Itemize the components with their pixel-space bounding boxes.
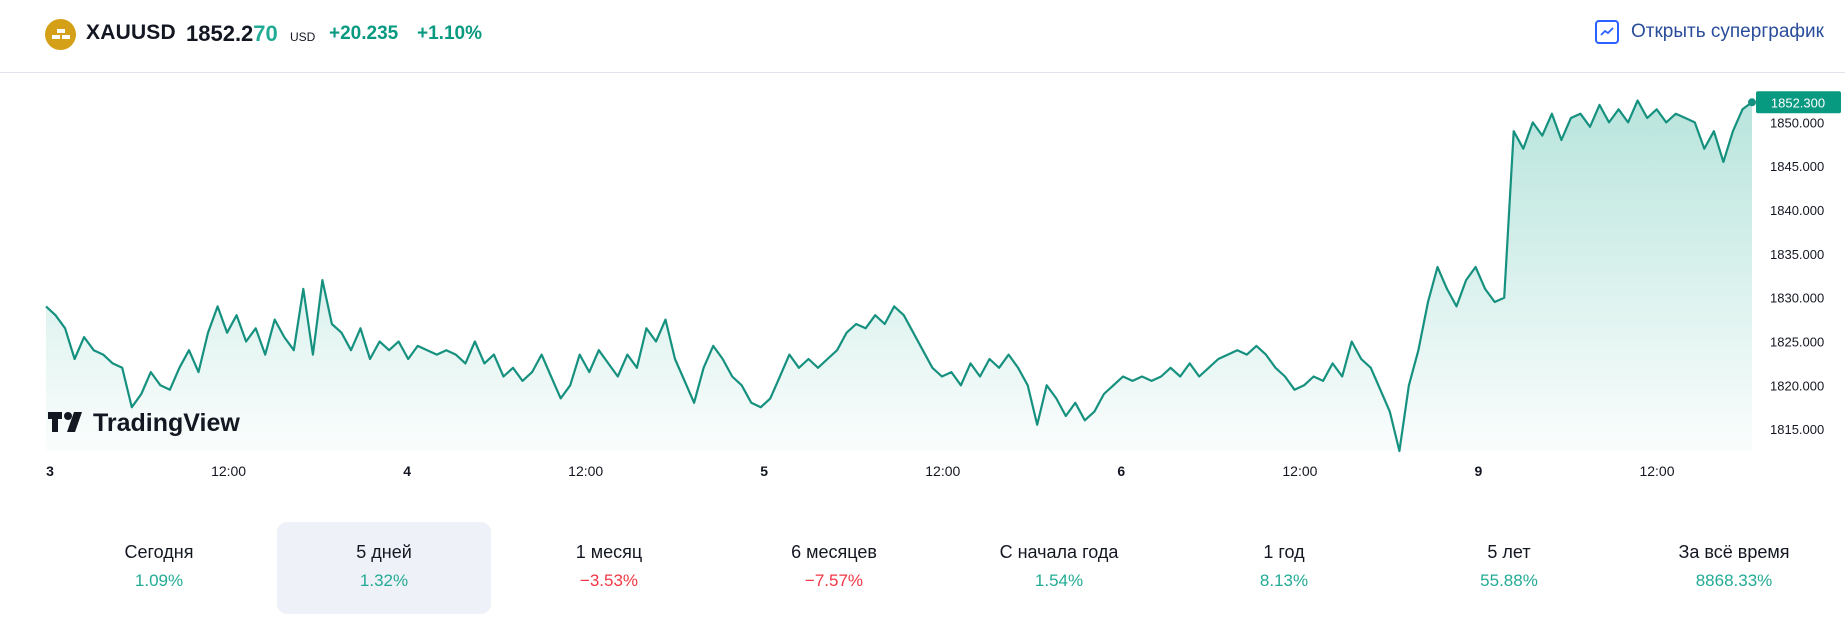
last-price-label: 1852.300 xyxy=(1771,95,1825,110)
x-tick-label: 12:00 xyxy=(1639,463,1674,479)
watermark-text: TradingView xyxy=(93,409,240,437)
last-price: 1852.270 xyxy=(186,21,278,47)
tradingview-watermark: TradingView xyxy=(48,409,240,437)
y-tick-label: 1830.000 xyxy=(1770,291,1824,306)
y-tick-label: 1825.000 xyxy=(1770,335,1824,350)
period-label: 1 год xyxy=(1263,542,1305,562)
chart-line-icon xyxy=(1595,20,1619,44)
period-tab-today[interactable]: Сегодня 1.09% xyxy=(52,522,266,614)
x-tick-label: 12:00 xyxy=(568,463,603,479)
period-value: 1.09% xyxy=(134,571,184,590)
period-value: 55.88% xyxy=(1480,571,1538,590)
y-tick-label: 1845.000 xyxy=(1770,159,1824,174)
x-tick-label: 12:00 xyxy=(211,463,246,479)
period-value: 8868.33% xyxy=(1695,571,1773,590)
period-value: −7.57% xyxy=(804,571,864,590)
period-value: −3.53% xyxy=(579,571,639,590)
price-main: 1852.2 xyxy=(186,21,254,46)
period-value: 1.32% xyxy=(359,571,409,590)
period-label: 1 месяц xyxy=(575,542,643,562)
price-last-digits: 70 xyxy=(253,21,278,46)
series-line xyxy=(45,99,1753,453)
series-area xyxy=(46,100,1752,451)
y-tick-label: 1820.000 xyxy=(1770,378,1824,393)
currency-label: USD xyxy=(290,30,316,44)
period-tab-ytd[interactable]: С начала года 1.54% xyxy=(952,522,1166,614)
period-tab-1-month[interactable]: 1 месяц −3.53% xyxy=(502,522,716,614)
x-tick-label: 6 xyxy=(1117,463,1125,479)
gold-icon xyxy=(45,19,76,50)
price-chart[interactable]: 1815.000 1820.000 1825.000 1830.000 1835.000… xyxy=(0,73,1845,493)
period-value: 1.54% xyxy=(1034,571,1084,590)
x-axis: 3 12:00 4 12:00 5 12:00 6 12:00 9 12:00 xyxy=(46,463,1675,479)
period-label: 5 лет xyxy=(1487,542,1531,562)
last-price-box xyxy=(1756,91,1841,114)
open-supergraph-button[interactable]: Открыть суперграфик xyxy=(1595,20,1824,44)
x-tick-label: 4 xyxy=(403,463,411,479)
period-label: 6 месяцев xyxy=(791,542,877,562)
period-label: Сегодня xyxy=(124,542,194,562)
price-change: +20.235 xyxy=(329,23,399,44)
period-label: 5 дней xyxy=(356,542,412,562)
price-change-percent: +1.10% xyxy=(417,23,482,44)
x-tick-label: 12:00 xyxy=(925,463,960,479)
last-price-marker: 1852.300 xyxy=(1748,91,1841,114)
last-point xyxy=(1748,98,1756,107)
y-tick-label: 1835.000 xyxy=(1770,247,1824,262)
y-axis: 1815.000 1820.000 1825.000 1830.000 1835.000… xyxy=(1770,115,1824,437)
y-tick-label: 1815.000 xyxy=(1770,422,1824,437)
y-tick-label: 1850.000 xyxy=(1770,115,1824,130)
x-tick-label: 3 xyxy=(46,463,54,479)
symbol-name[interactable]: XAUUSD xyxy=(86,21,176,44)
period-label: За всё время xyxy=(1678,542,1790,562)
open-supergraph-label: Открыть суперграфик xyxy=(1631,21,1824,42)
period-tab-1-year[interactable]: 1 год 8.13% xyxy=(1177,522,1391,614)
period-tab-5-years[interactable]: 5 лет 55.88% xyxy=(1402,522,1616,614)
period-tab-6-months[interactable]: 6 месяцев −7.57% xyxy=(727,522,941,614)
period-tab-5-days[interactable]: 5 дней 1.32% xyxy=(277,522,491,614)
x-tick-label: 5 xyxy=(760,463,768,479)
period-value: 8.13% xyxy=(1259,571,1309,590)
period-label: С начала года xyxy=(999,542,1119,562)
x-tick-label: 9 xyxy=(1475,463,1483,479)
symbol-header: XAUUSD 1852.270 USD +20.235 +1.10% Откры… xyxy=(0,0,1845,73)
period-tabs: Сегодня 1.09% 5 дней 1.32% 1 месяц −3.53… xyxy=(0,522,1845,614)
y-tick-label: 1840.000 xyxy=(1770,203,1824,218)
period-tab-all-time[interactable]: За всё время 8868.33% xyxy=(1627,522,1841,614)
x-tick-label: 12:00 xyxy=(1282,463,1317,479)
